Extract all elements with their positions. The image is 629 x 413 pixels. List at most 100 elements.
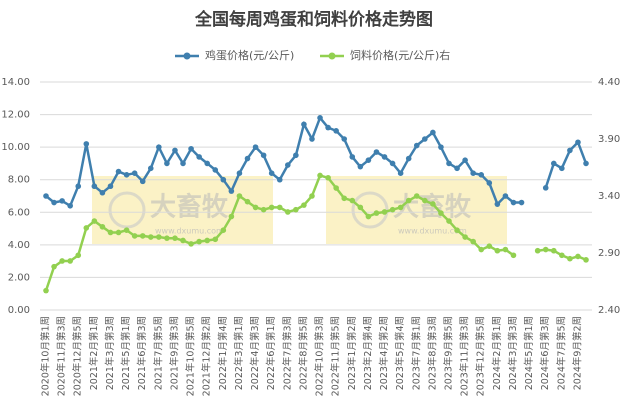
data-point <box>446 160 452 167</box>
data-point <box>107 229 114 236</box>
data-point <box>486 243 493 249</box>
data-point <box>67 202 73 209</box>
data-point <box>147 165 154 172</box>
data-point <box>252 144 259 150</box>
data-point <box>422 197 428 204</box>
data-point <box>405 197 412 204</box>
data-point <box>75 183 82 190</box>
data-point <box>333 185 339 191</box>
data-point <box>438 144 444 150</box>
data-point <box>43 287 49 294</box>
data-point <box>268 170 275 176</box>
data-point <box>220 227 227 233</box>
data-point <box>422 136 428 142</box>
data-point <box>462 234 468 240</box>
data-point <box>510 199 517 206</box>
x-tick-label: 2022年1月第4周 <box>217 316 229 390</box>
data-point <box>446 218 452 224</box>
y2-tick-label: 4.40 <box>598 77 620 88</box>
data-point <box>341 136 348 142</box>
data-point <box>575 139 581 146</box>
x-tick-label: 2021年3月第3周 <box>104 316 116 390</box>
highlight-band <box>326 176 507 244</box>
data-point <box>583 257 589 263</box>
watermark-url: www.dxumu.com <box>155 227 224 236</box>
data-point <box>381 154 388 160</box>
data-point <box>478 172 485 178</box>
data-point <box>301 121 307 128</box>
y2-tick-label: 3.40 <box>598 191 620 202</box>
data-point <box>268 204 275 211</box>
data-point <box>172 235 178 241</box>
y2-tick-label: 2.90 <box>598 248 620 259</box>
data-point <box>123 227 130 233</box>
data-point <box>333 128 339 134</box>
data-point <box>67 258 73 264</box>
data-point <box>91 218 98 224</box>
data-point <box>494 201 501 207</box>
data-point <box>430 129 436 136</box>
x-tick-label: 2023年2月第4周 <box>362 316 374 390</box>
data-point <box>236 170 243 176</box>
x-tick-label: 2024年2月第1周 <box>491 316 503 390</box>
legend-marker <box>183 52 191 60</box>
x-tick-label: 2023年4月第2周 <box>378 316 390 390</box>
x-tick-label: 2022年11月第5周 <box>330 316 342 396</box>
data-point <box>236 193 243 199</box>
data-point <box>131 170 138 176</box>
data-point <box>438 210 444 216</box>
data-point <box>309 193 315 199</box>
data-point <box>188 241 194 247</box>
y-tick-label: 6.00 <box>8 207 30 218</box>
data-point <box>454 227 460 233</box>
data-point <box>325 174 331 181</box>
data-point <box>317 115 323 121</box>
data-point <box>397 204 404 211</box>
data-point <box>317 172 323 179</box>
data-point <box>260 206 267 213</box>
data-point <box>139 178 146 185</box>
x-tick-label: 2021年2月第1周 <box>88 316 100 390</box>
data-point <box>365 213 372 220</box>
y-tick-label: 8.00 <box>8 175 30 186</box>
legend-item: 鸡蛋价格(元/公斤) <box>175 48 294 62</box>
x-tick-label: 2021年10月第5周 <box>185 316 197 396</box>
y-tick-label: 4.00 <box>8 240 30 251</box>
x-tick-label: 2024年7月第5周 <box>555 316 567 390</box>
data-point <box>341 195 348 202</box>
data-point <box>212 167 219 173</box>
data-point <box>478 246 485 253</box>
watermark-logo <box>108 191 146 229</box>
data-point <box>147 234 154 240</box>
data-point <box>244 198 251 205</box>
data-point <box>405 155 412 162</box>
data-point <box>349 154 356 160</box>
data-point <box>559 252 565 259</box>
data-point <box>510 252 517 259</box>
watermark-url: www.dxumu.com <box>398 227 467 236</box>
data-point <box>470 170 476 176</box>
data-point <box>204 160 210 167</box>
data-point <box>204 237 210 244</box>
data-point <box>260 152 267 159</box>
watermark: 大畜牧 <box>393 192 472 223</box>
data-point <box>583 160 589 167</box>
data-point <box>301 202 307 208</box>
data-point <box>172 147 178 154</box>
data-point <box>357 163 364 170</box>
data-point <box>228 188 235 194</box>
data-point <box>389 206 396 213</box>
data-point <box>389 160 396 167</box>
x-tick-label: 2021年7月第5周 <box>152 316 164 390</box>
data-point <box>381 209 388 215</box>
data-point <box>276 204 283 211</box>
x-tick-label: 2020年10月第1周 <box>40 316 52 396</box>
y2-tick-label: 2.40 <box>598 305 620 316</box>
data-point <box>397 170 404 176</box>
data-point <box>502 246 509 253</box>
x-tick-label: 2023年12月第5周 <box>475 316 487 396</box>
legend-marker <box>328 52 336 60</box>
x-tick-label: 2021年9月第3周 <box>168 316 180 390</box>
y-tick-label: 2.00 <box>8 272 30 283</box>
data-point <box>115 168 122 175</box>
